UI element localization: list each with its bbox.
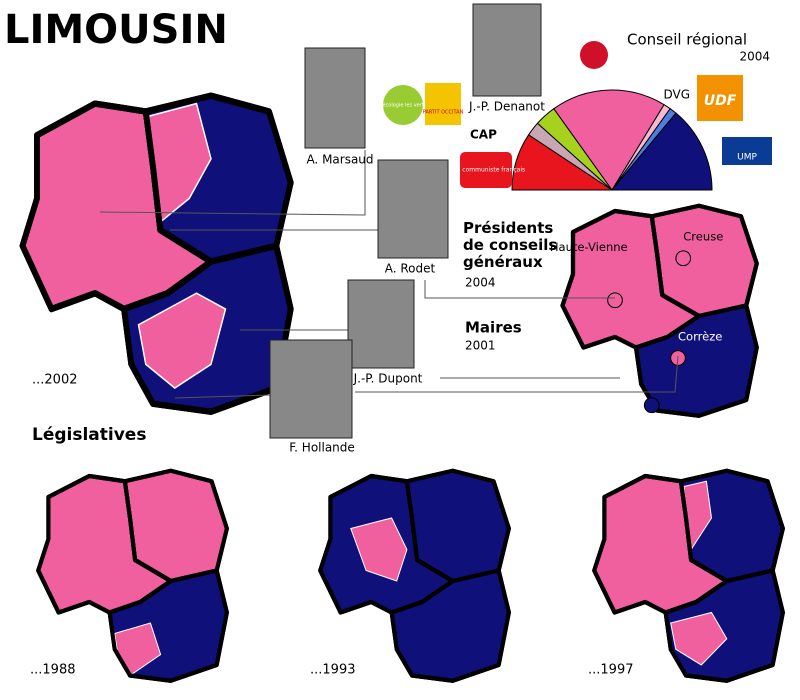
title: LIMOUSIN [4, 7, 228, 53]
logo-occitan [425, 83, 461, 125]
department-name: Corrèze [678, 330, 722, 344]
council-year: 2004 [739, 50, 770, 64]
connector [174, 394, 271, 399]
photos [269, 3, 542, 439]
photo [472, 3, 542, 97]
region-map [318, 468, 511, 683]
legislatives-title: Législatives [32, 425, 146, 445]
result-area [350, 517, 408, 582]
maps: Haute-Vienne Creuse Corrèze [19, 92, 785, 683]
logo-text: UMP [737, 153, 757, 163]
photo [304, 47, 366, 149]
person-name: J.-P. Dupont [353, 372, 423, 386]
map-label: ...1993 [310, 663, 355, 678]
seat-wedge [610, 112, 713, 191]
result-area [670, 611, 728, 666]
presidents-year: 2004 [465, 276, 496, 290]
mayors-title: Maires [465, 319, 522, 337]
photo [347, 279, 415, 369]
logo-verts [383, 85, 423, 125]
region-map: Haute-Vienne Creuse Corrèze [550, 203, 759, 418]
photo [377, 159, 449, 259]
map-label: ...1997 [588, 663, 633, 678]
border [663, 568, 785, 683]
connector [99, 150, 366, 216]
connectors [99, 150, 679, 399]
border [107, 568, 229, 683]
logo-text: Parti communiste français [447, 167, 525, 174]
mayors-year: 2001 [465, 339, 496, 353]
presidents-title: Présidents de conseils généraux [463, 220, 558, 271]
logo-udf [697, 75, 743, 121]
seat-wedge [553, 89, 665, 191]
hemicycle [511, 89, 713, 191]
logo-ps [580, 41, 608, 69]
logo-text: UDF [704, 93, 737, 109]
region-map [19, 92, 294, 415]
photo [269, 339, 353, 439]
council-title: Conseil régional [627, 31, 747, 49]
department-name: Haute-Vienne [550, 240, 628, 254]
connector [424, 280, 615, 299]
region-map [592, 468, 785, 683]
logo-text: l'écologie les verts [380, 102, 427, 109]
border [633, 303, 759, 418]
person-name: A. Marsaud [306, 153, 373, 167]
result-area [137, 292, 227, 389]
map-label: ...2002 [32, 373, 77, 388]
region-map [36, 468, 229, 683]
logo-text: PARTIT OCCITAN [423, 110, 464, 116]
logo-ump [722, 137, 772, 165]
border [389, 568, 511, 683]
connector [355, 355, 679, 393]
map-label: ...1988 [30, 663, 75, 678]
logo-text: CAP [470, 128, 497, 142]
logo-text: DVG [663, 88, 690, 102]
person-name: J.-P. Denanot [468, 100, 545, 114]
seat-marker [643, 397, 660, 414]
seat-marker [607, 292, 623, 309]
person-name: F. Hollande [289, 441, 355, 455]
person-name: A. Rodet [385, 262, 436, 276]
seat-marker [675, 250, 692, 267]
logo-pcf [460, 152, 512, 188]
department-name: Creuse [683, 230, 723, 244]
presidents-box: Présidents de conseils généraux [463, 220, 558, 271]
